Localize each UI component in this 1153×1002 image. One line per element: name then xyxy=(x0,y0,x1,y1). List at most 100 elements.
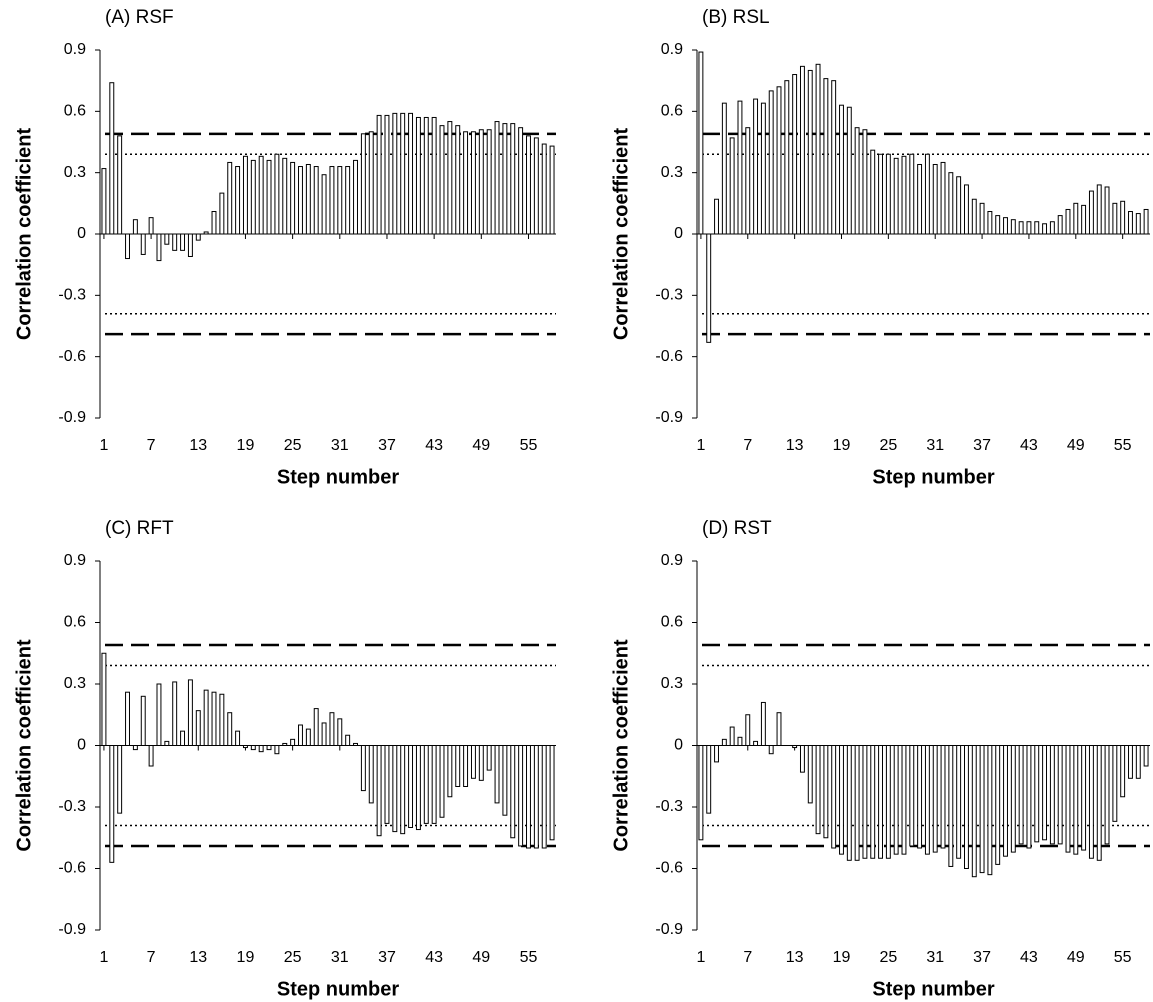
bar xyxy=(368,131,374,235)
x-tick-label: 7 xyxy=(147,949,156,966)
bar xyxy=(924,153,930,235)
y-tick-label: -0.9 xyxy=(58,409,86,426)
bar xyxy=(518,745,524,847)
x-tick-label: 13 xyxy=(189,437,207,454)
bar xyxy=(846,745,852,861)
bar xyxy=(345,734,351,746)
bar xyxy=(792,74,798,235)
bar xyxy=(1096,184,1102,235)
bar xyxy=(305,728,311,746)
bar xyxy=(721,102,727,235)
bar xyxy=(140,695,146,746)
x-tick-label: 13 xyxy=(786,437,804,454)
bar xyxy=(893,157,899,235)
bar xyxy=(940,745,946,849)
bar xyxy=(1057,745,1063,845)
bar xyxy=(979,202,985,235)
bar xyxy=(979,745,985,874)
bar xyxy=(455,745,461,787)
x-tick-label: 1 xyxy=(99,949,108,966)
bar xyxy=(470,745,476,779)
y-axis-label: Correlation coefficient xyxy=(610,128,632,341)
bar xyxy=(423,116,429,235)
bar xyxy=(901,155,907,235)
bar xyxy=(1081,204,1087,235)
bar xyxy=(502,123,508,235)
x-tick-label: 55 xyxy=(1114,437,1132,454)
bar xyxy=(909,153,915,235)
bar xyxy=(714,745,719,763)
bar xyxy=(117,135,123,235)
x-tick-label: 31 xyxy=(926,437,944,454)
bar xyxy=(885,153,891,235)
bar xyxy=(878,153,883,235)
x-axis-label: Step number xyxy=(872,466,994,488)
bar xyxy=(132,745,138,751)
bar xyxy=(1049,221,1055,235)
x-tick-label: 49 xyxy=(1067,437,1085,454)
bar xyxy=(125,691,130,747)
x-tick-label: 55 xyxy=(520,437,538,454)
bar xyxy=(376,745,382,837)
y-tick-label: -0.6 xyxy=(655,860,683,877)
bar xyxy=(132,219,138,235)
y-tick-label: 0.9 xyxy=(661,552,683,569)
bar xyxy=(125,233,130,260)
bar xyxy=(415,745,421,831)
bar xyxy=(815,63,821,235)
bar xyxy=(321,174,327,235)
bar xyxy=(494,745,500,804)
bar xyxy=(1088,190,1094,235)
bar xyxy=(337,718,343,746)
y-tick-label: -0.9 xyxy=(655,921,683,938)
bar xyxy=(313,708,319,746)
bar xyxy=(298,724,303,746)
bar xyxy=(1096,745,1102,861)
bar xyxy=(760,102,766,235)
bar xyxy=(839,104,844,235)
bar xyxy=(478,745,484,781)
bar xyxy=(439,125,445,235)
bar xyxy=(870,745,876,859)
bar xyxy=(753,98,759,235)
bar xyxy=(885,745,891,859)
bar xyxy=(1042,745,1048,841)
bar xyxy=(854,745,860,861)
bar xyxy=(784,80,790,235)
panel-title: (D) RST xyxy=(702,518,772,539)
bar xyxy=(526,745,531,849)
bar xyxy=(948,172,954,235)
bar xyxy=(439,745,445,818)
bar xyxy=(698,51,704,235)
bar xyxy=(447,745,453,798)
bar xyxy=(541,745,547,849)
bar xyxy=(502,745,508,816)
bar xyxy=(148,745,154,767)
bar xyxy=(533,745,539,849)
bar xyxy=(815,745,821,835)
bar xyxy=(714,198,719,235)
bar xyxy=(995,215,1001,235)
bar xyxy=(455,125,461,235)
bar xyxy=(932,163,938,235)
x-tick-label: 55 xyxy=(520,949,538,966)
y-tick-label: 0.3 xyxy=(661,164,683,181)
bar xyxy=(533,137,539,235)
x-tick-label: 25 xyxy=(879,437,897,454)
bar xyxy=(995,745,1001,865)
bar xyxy=(1135,745,1141,779)
bar xyxy=(753,740,759,747)
bar xyxy=(211,211,217,235)
y-tick-label: 0.6 xyxy=(64,103,86,120)
bar xyxy=(706,233,712,343)
x-axis-label: Step number xyxy=(277,466,399,488)
x-tick-label: 25 xyxy=(284,949,302,966)
bar xyxy=(776,86,782,235)
bar xyxy=(109,745,115,863)
bar xyxy=(768,745,774,755)
bar xyxy=(180,233,186,251)
bar xyxy=(329,712,335,747)
y-tick-label: 0 xyxy=(674,225,683,242)
bar xyxy=(1010,745,1016,853)
x-tick-label: 43 xyxy=(1020,949,1038,966)
